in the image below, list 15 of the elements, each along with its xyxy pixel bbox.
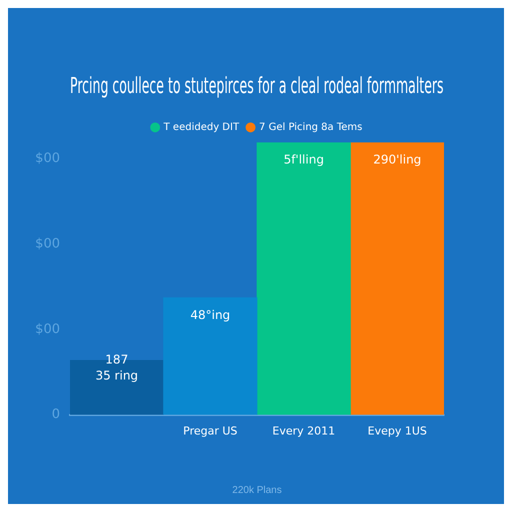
text: $00 [35, 322, 60, 337]
text: $00 [35, 236, 60, 252]
text: 0 [52, 407, 60, 422]
text: $00 [35, 151, 60, 166]
annotation: 290'ling [373, 152, 422, 167]
legend-label: T eedidedy DIT [162, 122, 240, 133]
annotation: 187 35 ring [95, 352, 138, 382]
x-tick-label: Pregar US [183, 424, 238, 438]
annotation: 48°ing [190, 308, 230, 322]
x-tick-label: Evepy 1US [368, 424, 427, 438]
annotation: 5f'lling [284, 152, 324, 167]
legend-label: 7 Gel Picing 8a Tems [259, 122, 362, 133]
chart-title: Prcing coullece to stutepirces for a cleal rodeal formmalters [70, 73, 444, 100]
x-tick-label: Every 2011 [272, 424, 336, 438]
x-axis-title: 220k Plans [232, 484, 282, 496]
